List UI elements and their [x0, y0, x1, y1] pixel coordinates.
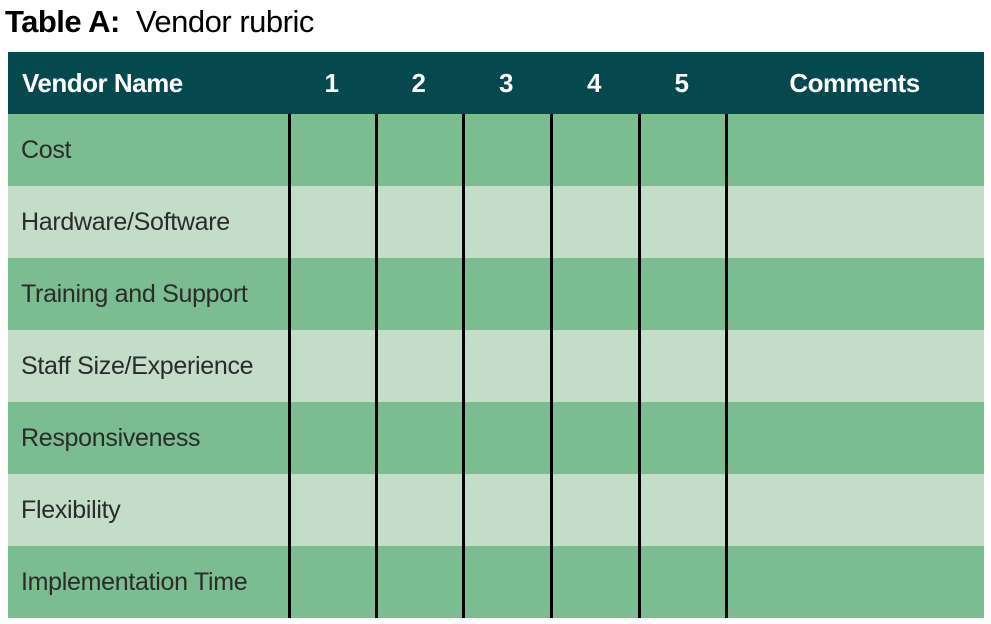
rating-cell — [638, 258, 725, 330]
rating-cell — [288, 186, 375, 258]
rating-cell — [375, 186, 462, 258]
header-cell-rating-5: 5 — [674, 67, 689, 98]
comments-cell — [725, 114, 984, 186]
rating-cell — [638, 114, 725, 186]
header-cell-vendor-name: Vendor Name — [22, 67, 183, 98]
table-row-hardware-software: Hardware/Software — [8, 186, 984, 258]
rating-cell — [462, 186, 550, 258]
table-row-flexibility: Flexibility — [8, 474, 984, 546]
rating-cell — [375, 546, 462, 618]
table-row-implementation-time: Implementation Time — [8, 546, 984, 618]
rating-cell — [638, 330, 725, 402]
rating-cell — [462, 546, 550, 618]
comments-cell — [725, 186, 984, 258]
rating-cell — [288, 114, 375, 186]
comments-cell — [725, 402, 984, 474]
row-label: Staff Size/Experience — [21, 351, 254, 380]
rating-cell — [375, 330, 462, 402]
comments-cell — [725, 258, 984, 330]
row-label: Training and Support — [21, 279, 248, 308]
rating-cell — [550, 546, 638, 618]
rating-cell — [288, 546, 375, 618]
table-row-responsiveness: Responsiveness — [8, 402, 984, 474]
rating-cell — [375, 258, 462, 330]
header-cell-rating-1: 1 — [324, 67, 339, 98]
rating-cell — [550, 114, 638, 186]
table-row-cost: Cost — [8, 114, 984, 186]
header-cell-comments: Comments — [789, 67, 920, 98]
rating-cell — [638, 546, 725, 618]
rating-cell — [462, 402, 550, 474]
rating-cell — [375, 114, 462, 186]
header-cell-rating-3: 3 — [499, 67, 513, 98]
row-label: Responsiveness — [21, 423, 201, 452]
rating-cell — [288, 258, 375, 330]
rating-cell — [375, 402, 462, 474]
rating-cell — [288, 330, 375, 402]
table-title-prefix: Table A: — [5, 4, 120, 39]
row-label: Flexibility — [21, 495, 121, 524]
comments-cell — [725, 474, 984, 546]
comments-cell — [725, 330, 984, 402]
rating-cell — [550, 186, 638, 258]
table-title-text: Vendor rubric — [135, 4, 314, 39]
table-title: Table A: Vendor rubric — [5, 4, 314, 40]
rating-cell — [288, 402, 375, 474]
rating-cell — [375, 474, 462, 546]
header-cell-rating-2: 2 — [411, 67, 426, 98]
rating-cell — [550, 258, 638, 330]
rating-cell — [550, 402, 638, 474]
rating-cell — [550, 330, 638, 402]
rating-cell — [462, 474, 550, 546]
vendor-rubric-table: Vendor Name 1 2 3 4 5 Comments Cost Hard… — [8, 52, 984, 618]
rating-cell — [638, 402, 725, 474]
rating-cell — [638, 474, 725, 546]
comments-cell — [725, 546, 984, 618]
row-label: Hardware/Software — [21, 207, 230, 236]
rating-cell — [462, 330, 550, 402]
row-label: Implementation Time — [21, 567, 248, 596]
rating-cell — [638, 186, 725, 258]
rating-cell — [288, 474, 375, 546]
rating-cell — [462, 114, 550, 186]
row-label: Cost — [21, 135, 72, 164]
table-row-staff-size-experience: Staff Size/Experience — [8, 330, 984, 402]
header-cell-rating-4: 4 — [587, 67, 601, 98]
table-header-row: Vendor Name 1 2 3 4 5 Comments — [8, 52, 984, 114]
rating-cell — [462, 258, 550, 330]
rating-cell — [550, 474, 638, 546]
table-row-training-and-support: Training and Support — [8, 258, 984, 330]
